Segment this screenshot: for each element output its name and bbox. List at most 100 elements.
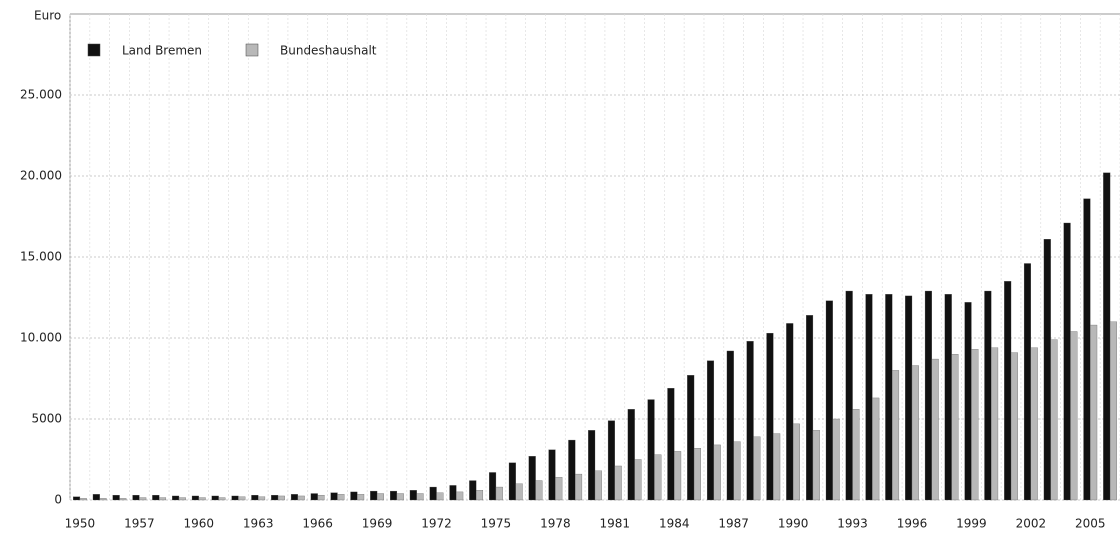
bar (1109, 321, 1117, 501)
bar (931, 358, 939, 501)
bar (607, 420, 615, 501)
bar (1030, 347, 1038, 501)
x-tick-label: 1975 (481, 517, 512, 531)
bar (152, 494, 160, 501)
bar (1090, 324, 1098, 501)
y-tick-label: 5000 (31, 412, 62, 426)
bar (872, 397, 880, 501)
bar (1103, 172, 1111, 501)
bar (211, 495, 219, 501)
bar (911, 365, 919, 501)
legend-label: Land Bremen (122, 44, 202, 58)
bar (489, 472, 497, 501)
y-tick-label: 15.000 (20, 250, 62, 264)
bar (172, 495, 180, 501)
bar (1050, 339, 1058, 501)
bar (290, 494, 298, 501)
bar (825, 300, 833, 501)
x-tick-label: 1999 (956, 517, 987, 531)
bar (396, 493, 404, 501)
y-tick-label: 25.000 (20, 88, 62, 102)
bar (271, 494, 279, 501)
x-tick-label: 1957 (124, 517, 155, 531)
bar (588, 430, 596, 501)
x-tick-label: 1950 (65, 517, 96, 531)
bar (674, 451, 682, 501)
bar (330, 492, 338, 501)
bar (508, 462, 516, 501)
bar (449, 485, 457, 501)
bar (1083, 198, 1091, 501)
bar (99, 498, 107, 501)
bar (238, 496, 246, 501)
bar (806, 315, 814, 501)
bar (1063, 222, 1071, 501)
bar (1043, 239, 1051, 501)
x-tick-label: 1993 (837, 517, 868, 531)
bar (1010, 352, 1018, 501)
bar (726, 350, 734, 501)
x-tick-label: 1987 (718, 517, 749, 531)
bar (832, 418, 840, 501)
y-tick-label: 0 (54, 493, 62, 507)
bar (845, 290, 853, 501)
bar (198, 497, 206, 501)
bar (812, 430, 820, 501)
bar (376, 493, 384, 501)
bar (753, 436, 761, 501)
legend-label: Bundeshaushalt (280, 44, 377, 58)
bar (251, 494, 259, 501)
bar (1004, 281, 1012, 501)
y-tick-label: 10.000 (20, 331, 62, 345)
x-tick-label: 1978 (540, 517, 571, 531)
bar (654, 454, 662, 501)
bar (634, 459, 642, 501)
bar (92, 494, 100, 501)
bar (991, 347, 999, 501)
x-tick-label: 1984 (659, 517, 690, 531)
bar (568, 439, 576, 501)
bar (178, 497, 186, 501)
legend-swatch (245, 43, 259, 57)
bar (436, 492, 444, 501)
bar (277, 495, 285, 501)
x-tick-label: 1981 (600, 517, 631, 531)
bar (528, 456, 536, 501)
bar (469, 480, 477, 501)
bar (594, 470, 602, 501)
x-tick-label: 2005 (1075, 517, 1106, 531)
bar (310, 493, 318, 501)
bar (852, 409, 860, 501)
bar (575, 473, 583, 501)
bar (416, 493, 424, 501)
bar (456, 491, 464, 501)
bar (971, 349, 979, 501)
bar (733, 441, 741, 501)
bar (1023, 263, 1031, 501)
bar (409, 490, 417, 501)
bar (865, 294, 873, 501)
bar (317, 494, 325, 501)
bar (693, 448, 701, 501)
y-tick-label: 20.000 (20, 169, 62, 183)
bar (713, 444, 721, 501)
bar (964, 302, 972, 501)
bar (79, 498, 87, 501)
bar (73, 496, 81, 501)
bar (191, 495, 199, 501)
x-tick-label: 1969 (362, 517, 393, 531)
bar (337, 494, 345, 501)
bar (218, 497, 226, 501)
bar (885, 294, 893, 501)
bar (792, 423, 800, 501)
bar (647, 399, 655, 501)
x-tick-label: 1963 (243, 517, 274, 531)
x-tick-label: 1996 (897, 517, 928, 531)
x-tick-label: 1972 (421, 517, 452, 531)
bar (535, 480, 543, 501)
x-tick-label: 1966 (302, 517, 333, 531)
bar (766, 332, 774, 501)
bar (667, 388, 675, 501)
legend-swatch (87, 43, 101, 57)
